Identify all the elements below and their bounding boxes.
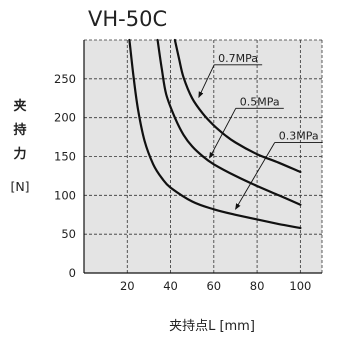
callout-label: 0.3MPa [279,130,319,143]
y-tick-label: 50 [61,227,76,241]
series-line-0-7mpa [173,38,302,174]
chart-title: VH-50C [88,7,167,31]
y-axis-label: 夹 持 力 [N] [10,98,29,194]
y-label-char: 力 [13,146,26,162]
x-tick-label: 100 [289,279,311,293]
callout-leader [209,108,237,159]
callout-label: 0.7MPa [218,52,258,65]
x-tick-label: 60 [206,279,221,293]
callout-label: 0.5MPa [240,95,280,108]
y-label-unit: [N] [10,179,29,194]
x-tick-label: 80 [250,279,265,293]
series-line-0-3mpa [128,38,302,230]
y-label-char: 持 [13,122,26,138]
y-tick-label: 250 [54,72,76,86]
plot-area: 0 50 100 150 200 250 20 40 60 80 100 0.7MPa 0.5MPa 0.… [54,38,323,293]
series-line-0-5mpa [156,38,302,206]
y-tick-label: 150 [54,150,76,164]
x-axis-label: 夹持点L [mm] [169,319,255,334]
callout-leader [198,64,215,99]
y-tick-label: 200 [54,111,76,125]
callout-leader [235,142,276,210]
x-tick-label: 40 [163,279,178,293]
x-tick-label: 20 [120,279,135,293]
y-tick-label: 100 [54,188,76,202]
y-label-char: 夹 [13,98,26,114]
y-tick-label: 0 [69,266,76,280]
